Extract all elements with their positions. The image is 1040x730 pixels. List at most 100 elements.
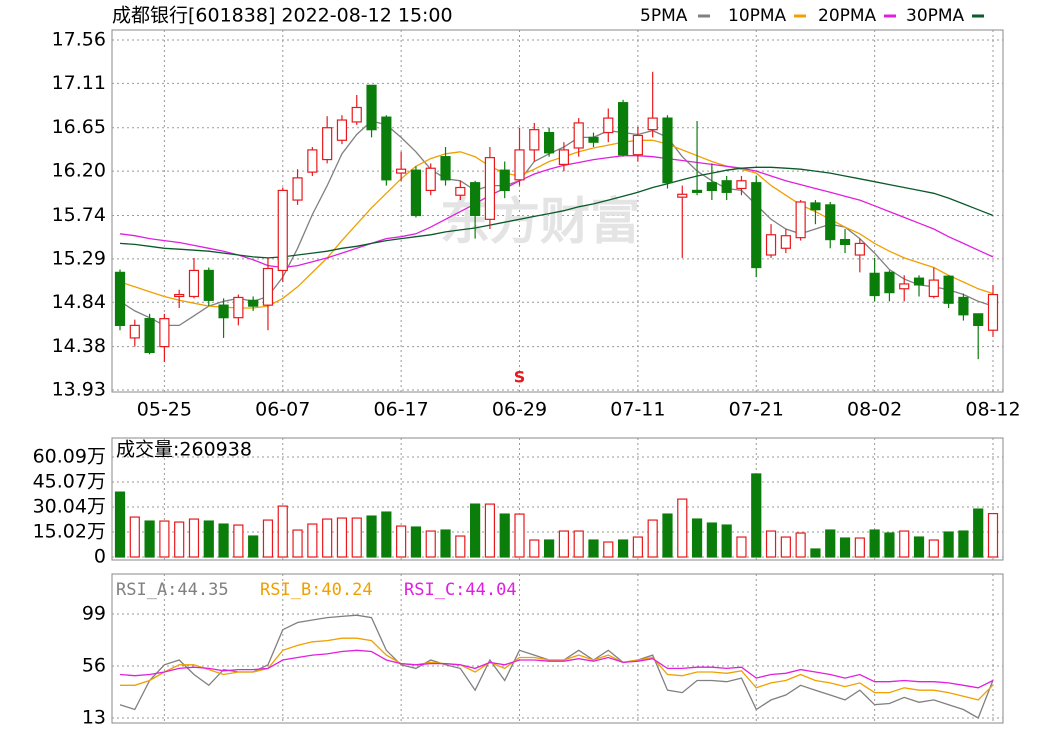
volume-bar: [529, 539, 540, 558]
x-tick-label: 08-12: [965, 399, 1020, 421]
volume-bar: [913, 536, 925, 558]
y-tick-label: 15.74: [52, 204, 106, 226]
y-tick-label: 45.07万: [33, 470, 106, 492]
y-tick-label: 13.93: [52, 379, 106, 401]
x-tick-label: 07-11: [610, 399, 665, 421]
candle-body: [174, 293, 185, 298]
candle-body: [617, 102, 629, 156]
candle-body: [248, 299, 259, 307]
volume-bar: [248, 535, 259, 558]
volume-bar: [455, 535, 466, 558]
candle-body: [410, 169, 422, 217]
y-tick-label: 16.65: [52, 116, 106, 138]
candle-body: [825, 204, 836, 241]
candle-body: [691, 189, 703, 193]
rsi-line: [119, 649, 994, 689]
candle-body: [514, 149, 525, 181]
y-tick-label: 17.56: [52, 29, 106, 51]
y-tick-label: 17.11: [52, 72, 106, 94]
volume-bar: [795, 532, 806, 558]
volume-bar: [943, 531, 954, 558]
y-tick-label: 13: [82, 707, 106, 729]
candle-body: [780, 235, 791, 249]
candle-body: [440, 156, 451, 181]
volume-bar: [396, 525, 407, 558]
y-tick-label: 99: [82, 603, 106, 625]
volume-bar: [691, 518, 703, 558]
candle-body: [706, 182, 717, 192]
volume-bar: [765, 530, 777, 558]
volume-bar: [884, 532, 895, 558]
volume-bar: [218, 523, 229, 558]
candle-body: [262, 267, 274, 306]
candle-body: [336, 119, 348, 141]
candle-body: [632, 134, 643, 156]
candle-body: [795, 201, 806, 239]
candle-body: [573, 122, 584, 149]
volume-bar: [336, 517, 348, 558]
volume-bar: [721, 524, 732, 558]
volume-bar: [706, 522, 717, 558]
volume-bar: [366, 515, 377, 558]
volume-bar: [825, 529, 836, 558]
volume-bar: [499, 513, 510, 558]
signal-marker: S: [514, 368, 526, 387]
candle-body: [854, 242, 865, 256]
volume-bar: [410, 526, 422, 558]
candle-body: [973, 313, 984, 326]
candle-body: [943, 275, 954, 304]
y-tick-label: 30.04万: [33, 496, 106, 518]
x-tick-label: 06-17: [374, 399, 429, 421]
volume-bar: [351, 517, 362, 558]
x-tick-label: 06-07: [255, 399, 310, 421]
candle-body: [218, 304, 229, 319]
volume-bar: [751, 473, 762, 558]
candle-body: [928, 279, 939, 298]
candle-body: [203, 269, 214, 301]
volume-bar: [381, 511, 392, 558]
candle-body: [144, 318, 155, 353]
y-tick-label: 56: [82, 655, 106, 677]
chart-title: 成都银行[601838] 2022-08-12 15:00: [112, 5, 453, 27]
candle-body: [233, 296, 244, 319]
y-tick-label: 14.84: [52, 291, 106, 313]
volume-bar: [987, 512, 999, 558]
candle-body: [810, 202, 821, 211]
volume-bar: [203, 520, 214, 558]
volume-bar: [470, 503, 481, 558]
candle-body: [484, 157, 496, 220]
volume-bar: [603, 541, 614, 558]
volume-bar: [174, 521, 185, 558]
x-tick-label: 05-25: [137, 399, 192, 421]
volume-bar: [839, 537, 851, 558]
candle-body: [292, 177, 303, 201]
volume-bar: [617, 539, 629, 558]
watermark: 东方财富: [440, 193, 640, 251]
volume-bar: [973, 508, 984, 558]
volume-bar: [869, 529, 880, 558]
volume-bar: [262, 519, 274, 558]
ma-line: [119, 139, 994, 309]
volume-bar: [736, 536, 747, 558]
volume-bar: [307, 523, 318, 558]
volume-bar: [899, 530, 910, 558]
volume-bar: [588, 539, 599, 558]
ma-line: [119, 166, 994, 259]
candle-body: [396, 168, 407, 174]
volume-bar: [958, 530, 969, 558]
candle-body: [751, 182, 762, 269]
y-tick-label: 15.29: [52, 247, 106, 269]
legend-label: RSI_C:44.04: [404, 580, 517, 600]
y-tick-label: 16.20: [52, 160, 106, 182]
volume-bar: [573, 530, 584, 558]
legend-label: 20PMA: [818, 6, 877, 26]
legend-label: RSI_B:40.24: [260, 580, 373, 600]
volume-bar: [292, 529, 303, 558]
candle-body: [558, 149, 569, 165]
volume-bar: [114, 491, 126, 558]
candle-body: [987, 293, 999, 331]
volume-bar: [647, 519, 658, 558]
legend-label: 30PMA: [906, 6, 965, 26]
candle-body: [322, 127, 333, 161]
